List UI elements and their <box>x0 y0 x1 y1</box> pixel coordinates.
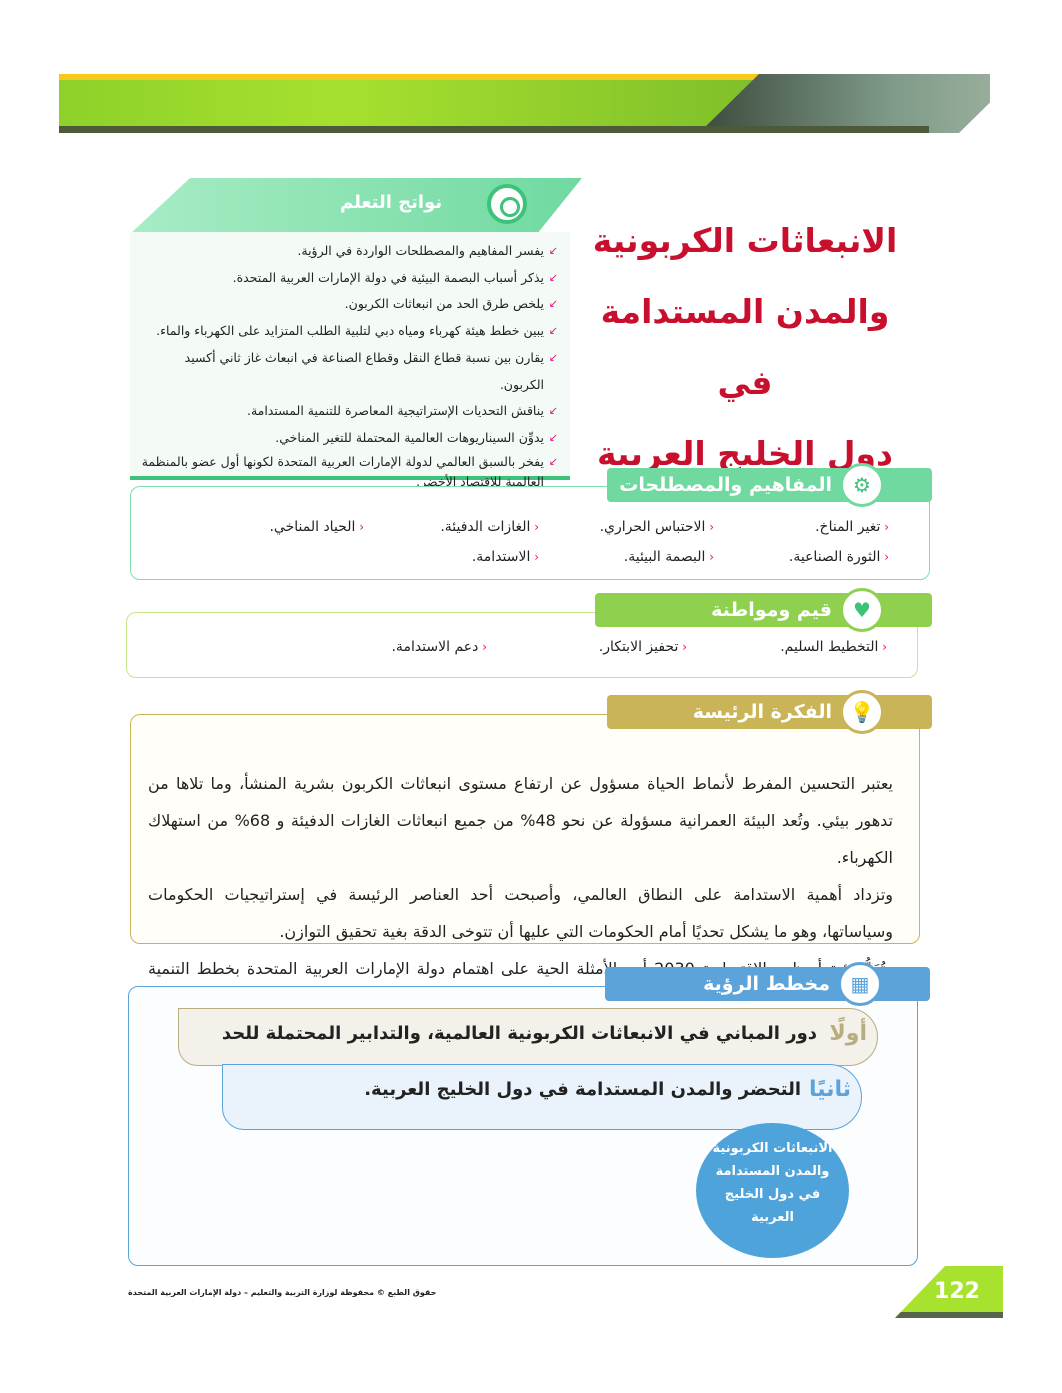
circle-line: في دول الخليج <box>724 1187 821 1202</box>
concepts-header: ⚙ المفاهيم والمصطلحات <box>607 463 932 507</box>
main-idea-box: يعتبر التحسين المفرط لأنماط الحياة مسؤول… <box>130 714 920 1015</box>
vision-row-2: ثانيًا التحضر والمدن المستدامة في دول الخ… <box>222 1064 862 1130</box>
list-item: ↙ يذكر أسباب البصمة البيئية في دولة الإما… <box>138 265 558 292</box>
circle-line: والمدن المستدامة <box>715 1164 830 1179</box>
list-item: ↙ يناقش التحديات الإستراتيجية المعاصرة لل… <box>138 398 558 425</box>
paragraph: يعتبر التحسين المفرط لأنماط الحياة مسؤول… <box>148 774 893 867</box>
check-icon: ↙ <box>548 350 558 364</box>
page-title: الانبعاثات الكربونية والمدن المستدامة في… <box>580 205 910 489</box>
section-heading: المفاهيم والمصطلحات <box>619 474 832 496</box>
check-icon: ↙ <box>548 244 558 257</box>
target-icon <box>487 184 527 224</box>
vision-plan-header: ▦ مخطط الرؤية <box>605 962 930 1006</box>
check-icon: ↙ <box>548 430 558 444</box>
list-item: ↙ يفسر المفاهيم والمصطلحات الواردة في الر… <box>138 238 558 265</box>
top-banner <box>59 74 990 133</box>
section-heading: الفكرة الرئيسة <box>692 701 832 723</box>
list-item: ↙ يقارن بين نسبة قطاع النقل وقطاع الصناعة… <box>138 345 558 398</box>
lightbulb-icon: 💡 <box>840 690 884 734</box>
concept-item: تغير المناخ. <box>714 519 889 535</box>
value-item: التخطيط السليم. <box>687 639 887 655</box>
paragraph: وتزداد أهمية الاستدامة على النطاق العالم… <box>148 885 893 941</box>
check-icon: ↙ <box>548 297 558 311</box>
heart-hand-icon: ♥ <box>840 588 884 632</box>
ordinal: ثانيًا <box>808 1077 851 1102</box>
building-icon: ▦ <box>838 962 882 1006</box>
value-item: دعم الاستدامة. <box>287 639 487 655</box>
learning-outcomes-panel: ↙ يفسر المفاهيم والمصطلحات الواردة في الر… <box>130 232 570 489</box>
concept-item: الثورة الصناعية. <box>714 549 889 565</box>
concept-item: الاحتباس الحراري. <box>539 519 714 535</box>
title-line: الانبعاثات الكربونية <box>592 221 898 260</box>
check-icon: ↙ <box>548 454 558 468</box>
main-idea-header: 💡 الفكرة الرئيسة <box>607 690 932 734</box>
outcomes-list: ↙ يفسر المفاهيم والمصطلحات الواردة في الر… <box>138 238 558 492</box>
concept-item: الحياد المناخي. <box>189 519 364 535</box>
vision-row-1: أولًا دور المباني في الانبعاثات الكربونية… <box>178 1008 878 1094</box>
page-number: 122 <box>895 1266 1003 1318</box>
concept-item: الاستدامة. <box>364 549 539 565</box>
gears-icon: ⚙ <box>840 463 884 507</box>
list-item: ↙ يبين خطط هيئة كهرباء ومياه دبي لتلبية ا… <box>138 318 558 345</box>
check-icon: ↙ <box>548 404 558 418</box>
row-text: التحضر والمدن المستدامة في دول الخليج ال… <box>364 1079 801 1100</box>
title-line: والمدن المستدامة في <box>600 292 890 402</box>
section-heading: نواتج التعلم <box>340 192 443 213</box>
section-heading: قيم ومواطنة <box>711 599 832 621</box>
circle-line: العربية <box>751 1210 794 1225</box>
ordinal: أولًا <box>829 1021 867 1046</box>
values-header: ♥ قيم ومواطنة <box>595 588 932 632</box>
circle-line: الانبعاثات الكربونية <box>712 1141 833 1156</box>
list-item: ↙ يدوِّن السيناريوهات العالمية المحتملة ل… <box>138 425 558 452</box>
title-line: دول الخليج العربية <box>596 434 893 473</box>
concept-item: البصمة البيئية. <box>539 549 714 565</box>
check-icon: ↙ <box>548 270 558 284</box>
concept-item: الغازات الدفيئة. <box>364 519 539 535</box>
value-item: تحفيز الابتكار. <box>487 639 687 655</box>
vision-circle: الانبعاثات الكربونية والمدن المستدامة في… <box>696 1123 849 1258</box>
list-item: ↙ يلخص طرق الحد من انبعاثات الكربون. <box>138 291 558 318</box>
list-item: ↙ يفخر بالسبق العالمي لدولة الإمارات العر… <box>141 453 558 489</box>
section-heading: مخطط الرؤية <box>703 973 830 995</box>
copyright: حقوق الطبع © محفوظة لوزارة التربية والتع… <box>128 1288 437 1297</box>
check-icon: ↙ <box>548 324 558 338</box>
